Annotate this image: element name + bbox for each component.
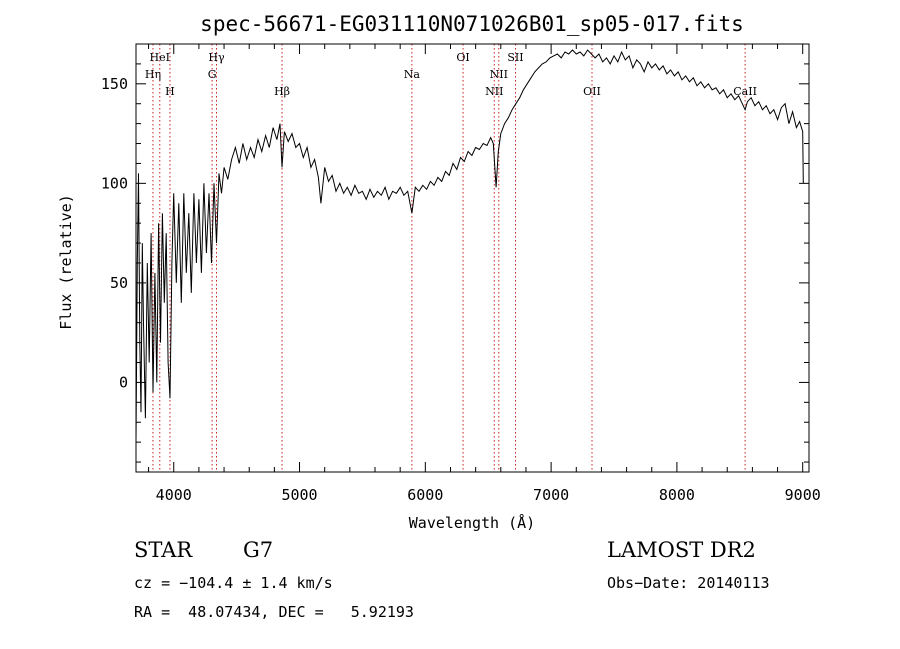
x-tick-label: 8000 <box>659 486 695 504</box>
spectral-line-label: G <box>208 68 217 81</box>
spectral-line-label: NII <box>490 68 508 81</box>
spectral-line-label: Hβ <box>274 85 290 98</box>
y-tick-label: 150 <box>101 75 128 93</box>
plot-frame <box>135 43 810 473</box>
spectral-line-label: NII <box>485 85 503 98</box>
y-tick-label: 50 <box>110 274 128 292</box>
x-tick-label: 5000 <box>281 486 317 504</box>
y-axis-label: Flux (relative) <box>57 194 75 329</box>
observation-date: Obs−Date: 20140113 <box>607 574 770 592</box>
spectral-line-label: CaII <box>733 85 757 98</box>
chart-title: spec-56671-EG031110N071026B01_sp05-017.f… <box>200 12 744 36</box>
spectral-line-label: Hγ <box>208 51 225 64</box>
spectral-line-label: OI <box>456 51 469 64</box>
x-tick-label: 9000 <box>785 486 821 504</box>
coordinates: RA = 48.07434, DEC = 5.92193 <box>134 603 414 621</box>
redshift-value: cz = −104.4 ± 1.4 km/s <box>134 574 333 592</box>
y-tick-label: 100 <box>101 174 128 192</box>
spectral-line-markers <box>152 44 746 472</box>
spectral-line-label: Hη <box>145 68 161 81</box>
spectral-class: STAR <box>134 538 193 562</box>
x-tick-label: 4000 <box>156 486 192 504</box>
x-tick-label: 6000 <box>407 486 443 504</box>
spectral-line-label: SII <box>507 51 523 64</box>
y-tick-label: 0 <box>119 373 128 391</box>
axis-ticks <box>136 43 809 472</box>
x-tick-label: 7000 <box>533 486 569 504</box>
survey-name: LAMOST DR2 <box>607 538 756 562</box>
spectral-line-label: OII <box>583 85 601 98</box>
spectrum-line <box>135 49 804 443</box>
spectral-line-label: H <box>165 85 175 98</box>
spectral-line-label: HeI <box>150 51 170 64</box>
x-axis-label: Wavelength (Å) <box>409 513 535 532</box>
axis-tick-labels: 4000 5000 6000 7000 8000 9000 0 50 100 150 <box>101 75 821 504</box>
spectral-subclass: G7 <box>243 538 274 562</box>
spectral-line-labels: Hη HeI H Hγ G Hβ Na OI NII NII OII SII CaII <box>145 51 757 98</box>
spectral-line-label: Na <box>404 68 421 81</box>
